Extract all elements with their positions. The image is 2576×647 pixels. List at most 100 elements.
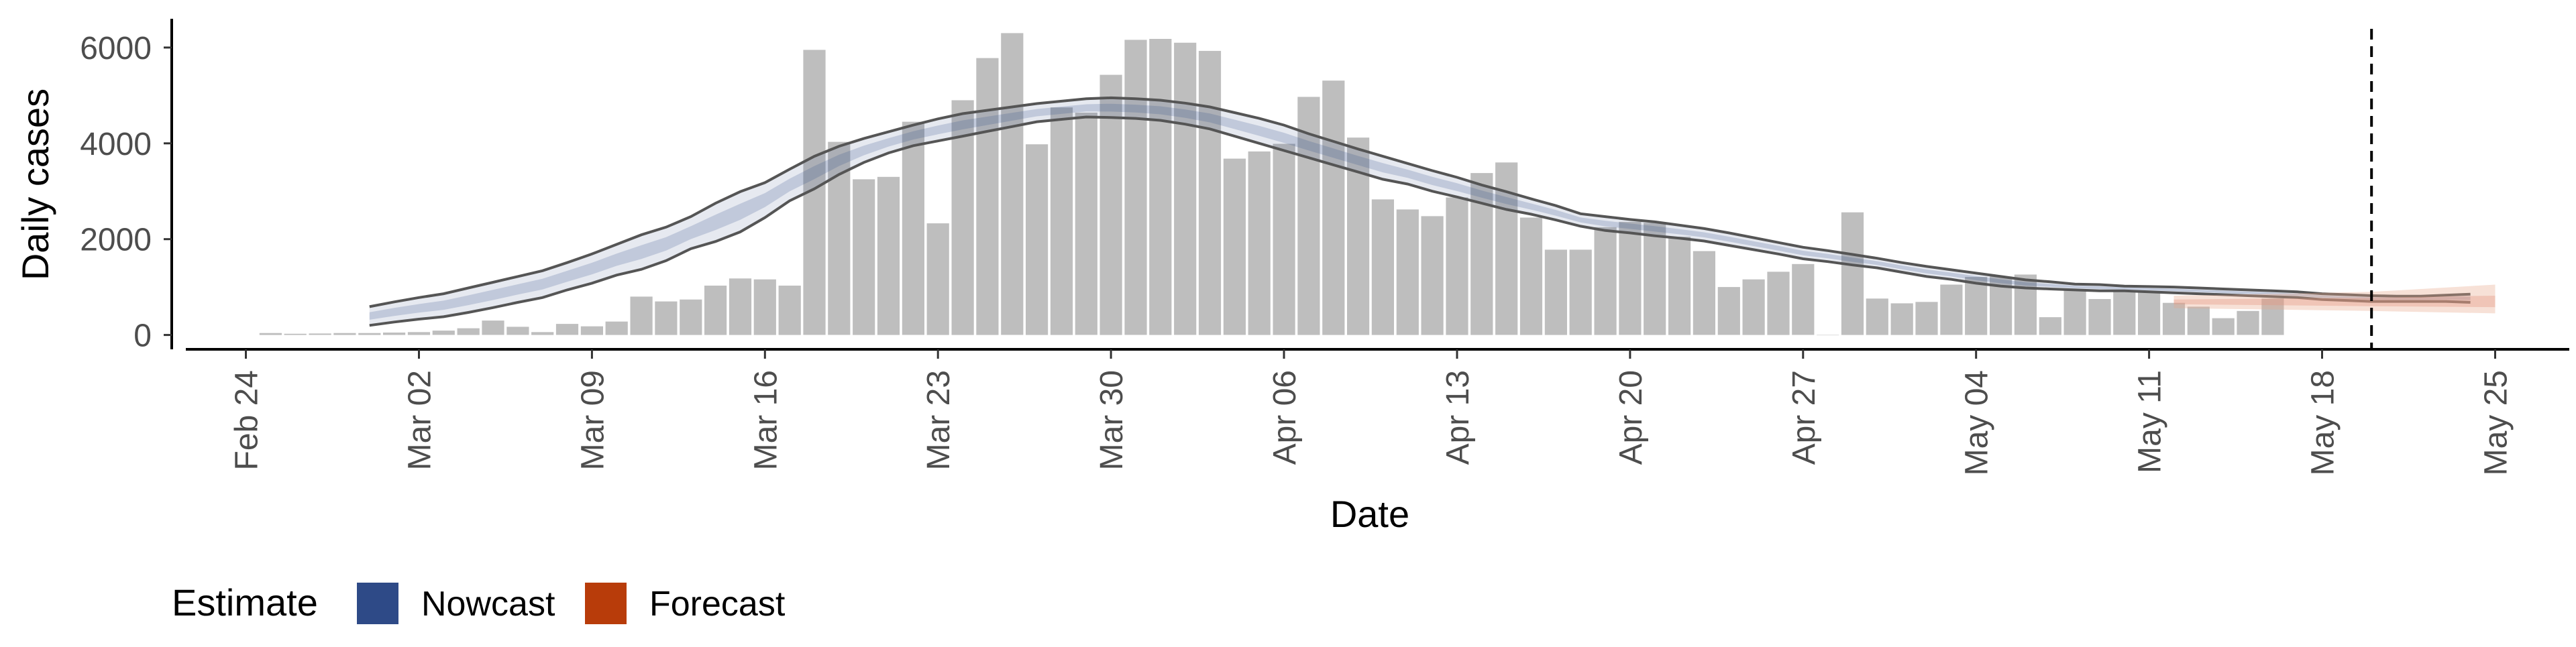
bar [1742, 279, 1765, 335]
bar [407, 332, 431, 335]
bar [2138, 292, 2161, 335]
bar [655, 301, 678, 335]
x-axis-title: Date [1330, 493, 1409, 535]
bar [1174, 42, 1197, 335]
x-tick-label: Mar 30 [1094, 370, 1130, 470]
y-tick-label: 4000 [80, 127, 152, 162]
x-ticks: Feb 24 Mar 02 Mar 09 Mar 16 Mar 23 Mar 30 Apr … [229, 349, 2514, 475]
y-tick-label: 6000 [80, 31, 152, 66]
axes [170, 19, 2569, 351]
bar [358, 333, 381, 335]
bar [951, 100, 974, 335]
x-tick-label: May 04 [1960, 370, 1995, 475]
bar [1841, 212, 1864, 335]
bar [2212, 318, 2235, 335]
x-tick-label: May 11 [2133, 370, 2168, 473]
bar [259, 333, 282, 335]
x-tick-label: May 25 [2479, 370, 2514, 475]
bar [976, 58, 999, 335]
bar [309, 333, 331, 335]
bar [853, 179, 875, 335]
bar [1866, 298, 1888, 335]
legend-key-nowcast [357, 583, 398, 624]
bar [1717, 287, 1740, 335]
bar [1371, 199, 1394, 335]
bar [1396, 209, 1419, 335]
bar [2014, 274, 2037, 335]
bar [2063, 290, 2086, 335]
bar [926, 223, 949, 335]
x-tick-label: Mar 09 [575, 370, 610, 470]
bar [1446, 197, 1468, 335]
bar [333, 333, 356, 335]
legend-label-forecast: Forecast [649, 585, 786, 624]
bar [2237, 310, 2259, 335]
y-tick-label: 0 [133, 318, 152, 354]
nowcast-upper-line [369, 96, 2471, 308]
bar [1890, 303, 1913, 335]
bar [680, 299, 702, 335]
bar [753, 279, 776, 335]
bar [1594, 227, 1617, 335]
bar [1248, 151, 1271, 335]
bar [1149, 39, 1172, 335]
bar [1668, 237, 1691, 335]
bar [630, 296, 653, 335]
x-tick-label: Apr 06 [1267, 370, 1303, 465]
bar [877, 176, 900, 335]
bar [902, 121, 924, 335]
bar [1421, 216, 1444, 335]
y-axis-title: Daily cases [14, 89, 56, 280]
y-ticks: 0 2000 4000 6000 [80, 31, 172, 354]
x-tick-label: Mar 16 [748, 370, 784, 470]
legend-title: Estimate [172, 581, 318, 624]
bar [1544, 249, 1567, 335]
x-tick-label: Apr 20 [1613, 370, 1649, 465]
bar [729, 278, 752, 335]
bar [1915, 302, 1938, 335]
x-tick-label: Mar 02 [402, 370, 438, 470]
bar [2088, 299, 2111, 335]
bar [555, 324, 579, 335]
legend-label-nowcast: Nowcast [421, 585, 555, 624]
bar [1198, 50, 1222, 335]
bar [1322, 80, 1345, 335]
bar [2187, 306, 2210, 335]
bar [704, 286, 727, 335]
bar [506, 327, 529, 335]
bar [284, 333, 307, 335]
bar [531, 332, 554, 335]
bar [2162, 302, 2186, 335]
bar [605, 321, 628, 335]
bar [1644, 223, 1666, 335]
x-tick-label: Apr 13 [1440, 370, 1476, 465]
bar [1767, 272, 1790, 335]
bar [1075, 113, 1097, 335]
bar [1792, 263, 1815, 335]
bar [1693, 251, 1715, 335]
bar [1965, 277, 1988, 335]
x-tick-label: Apr 27 [1786, 370, 1822, 465]
bar [1569, 249, 1592, 335]
legend-key-forecast [585, 583, 627, 624]
bar [580, 326, 603, 335]
bar [1519, 217, 1543, 335]
x-tick-label: Mar 23 [921, 370, 957, 470]
bar [2261, 298, 2284, 335]
plot-area [259, 29, 2496, 349]
bar [1001, 33, 1024, 335]
bar [1619, 221, 1642, 335]
forecast-inner-band [2174, 296, 2496, 308]
bar [1273, 143, 1295, 335]
forecast-outer-band [2174, 284, 2496, 314]
y-tick-label: 2000 [80, 223, 152, 258]
x-tick-label: Feb 24 [229, 370, 265, 470]
bar [1940, 284, 1963, 335]
bar [457, 328, 480, 335]
bar [2113, 290, 2136, 335]
nowcast-lower-line [369, 115, 2471, 327]
bar [1026, 144, 1049, 335]
bar [432, 331, 455, 335]
bar [482, 320, 504, 335]
bar [1817, 335, 1839, 336]
